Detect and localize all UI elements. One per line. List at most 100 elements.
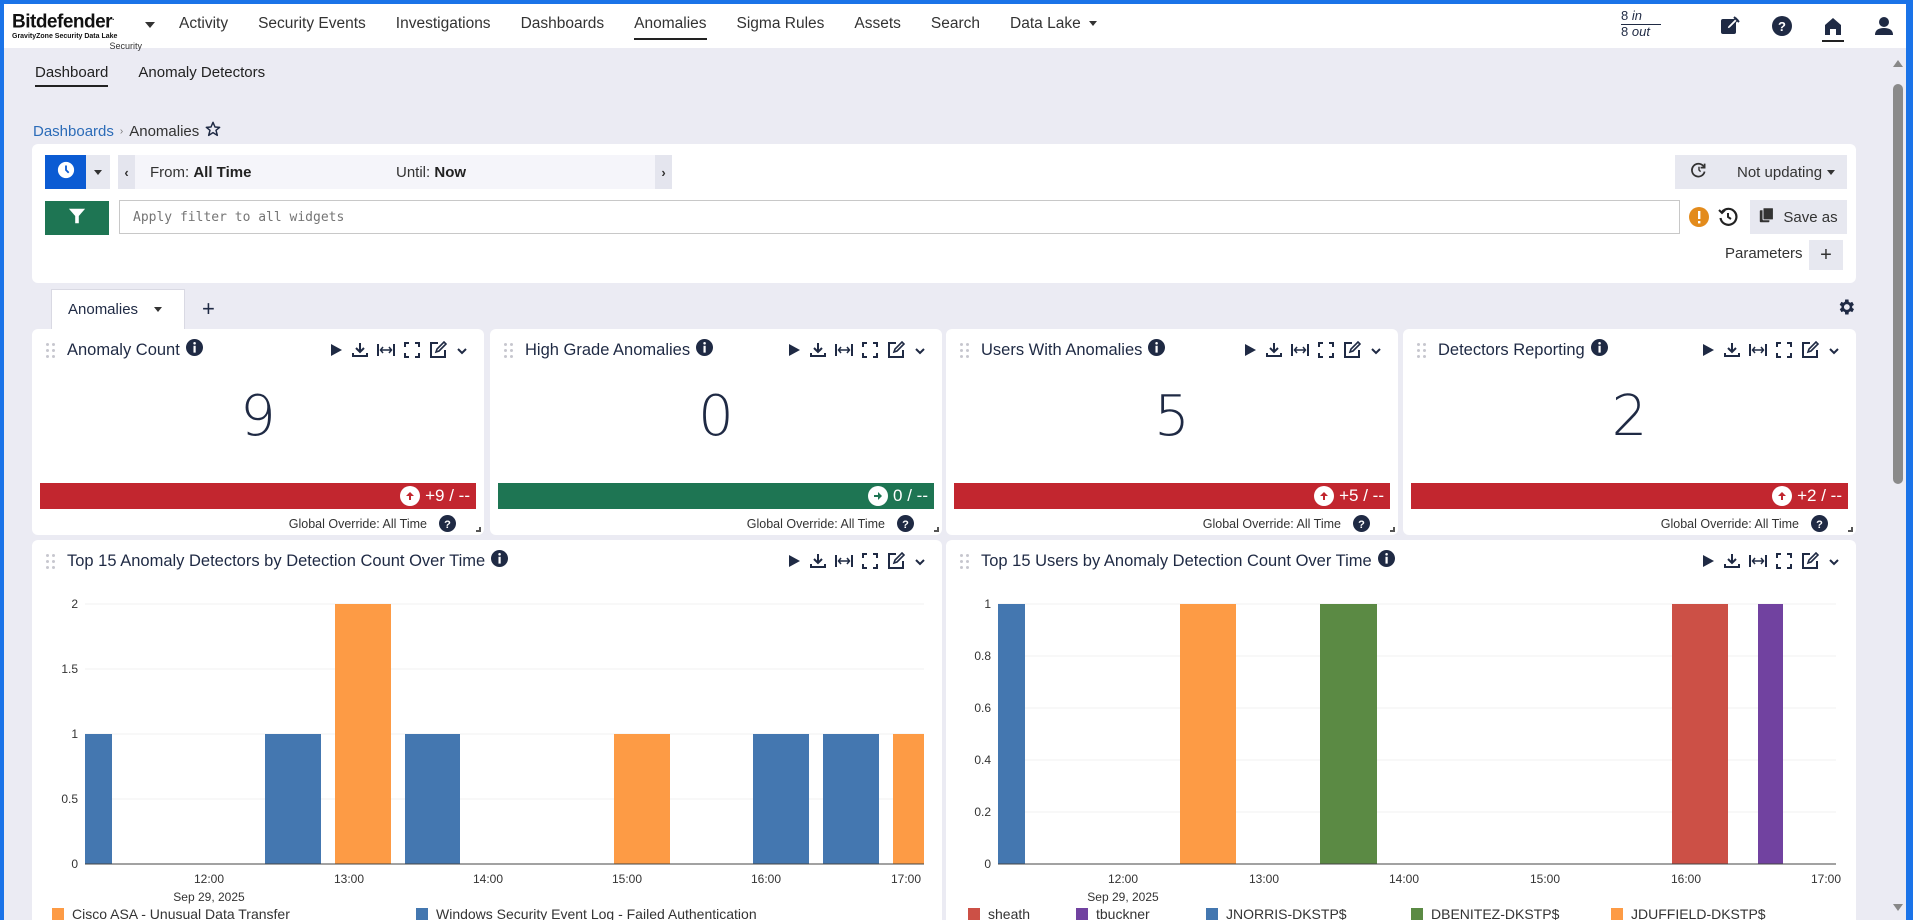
time-forward-button[interactable]: › bbox=[655, 155, 672, 189]
help-icon[interactable]: ? bbox=[1811, 515, 1828, 532]
drag-handle-icon[interactable] bbox=[504, 342, 513, 358]
nav-assets[interactable]: Assets bbox=[854, 4, 901, 48]
scroll-down-arrow-icon[interactable] bbox=[1893, 904, 1903, 911]
fullscreen-icon[interactable] bbox=[1776, 342, 1792, 363]
fullscreen-icon[interactable] bbox=[404, 342, 420, 363]
legend-item[interactable]: JNORRIS-DKSTP$ bbox=[1206, 906, 1411, 920]
resize-handle[interactable] bbox=[1848, 527, 1853, 532]
chevron-down-icon[interactable] bbox=[914, 344, 926, 362]
nav-search[interactable]: Search bbox=[931, 4, 980, 48]
fullscreen-icon[interactable] bbox=[862, 553, 878, 574]
edit-icon[interactable] bbox=[1801, 551, 1820, 575]
nav-anomalies[interactable]: Anomalies bbox=[634, 4, 707, 48]
resize-handle[interactable] bbox=[1390, 527, 1395, 532]
nav-data-lake[interactable]: Data Lake bbox=[1010, 4, 1097, 48]
play-icon[interactable] bbox=[1243, 343, 1257, 362]
download-icon[interactable] bbox=[810, 553, 826, 574]
fit-width-icon[interactable] bbox=[1749, 554, 1767, 573]
legend-item[interactable]: Cisco ASA - Unusual Data Transfer bbox=[52, 906, 416, 920]
drag-handle-icon[interactable] bbox=[960, 553, 969, 569]
brand-menu-caret-icon[interactable] bbox=[145, 22, 155, 28]
add-parameter-button[interactable]: + bbox=[1809, 240, 1843, 270]
info-icon[interactable] bbox=[185, 339, 203, 361]
play-icon[interactable] bbox=[1701, 554, 1715, 573]
play-icon[interactable] bbox=[329, 343, 343, 362]
users-bar-chart[interactable]: 0 0.2 0.4 0.6 0.8 1 12:00 Sep 29, 2025 1… bbox=[946, 540, 1856, 920]
chevron-down-icon[interactable] bbox=[1828, 555, 1840, 573]
play-icon[interactable] bbox=[1701, 343, 1715, 362]
scroll-thumb[interactable] bbox=[1893, 84, 1903, 484]
play-icon[interactable] bbox=[787, 554, 801, 573]
caret-down-icon[interactable] bbox=[154, 307, 163, 312]
legend-item[interactable]: tbuckner bbox=[1076, 906, 1206, 920]
chevron-down-icon[interactable] bbox=[456, 344, 468, 362]
drag-handle-icon[interactable] bbox=[46, 553, 55, 569]
nav-security-events[interactable]: Security Events bbox=[258, 4, 366, 48]
edit-icon[interactable] bbox=[1801, 340, 1820, 364]
tab-anomaly-detectors[interactable]: Anomaly Detectors bbox=[138, 64, 266, 81]
download-icon[interactable] bbox=[810, 342, 826, 363]
fullscreen-icon[interactable] bbox=[1776, 553, 1792, 574]
add-tab-button[interactable]: + bbox=[202, 296, 215, 321]
resize-handle[interactable] bbox=[476, 527, 481, 532]
legend-item[interactable]: JDUFFIELD-DKSTP$ bbox=[1611, 906, 1766, 920]
resize-handle[interactable] bbox=[934, 527, 939, 532]
info-icon[interactable] bbox=[1590, 339, 1608, 361]
legend-item[interactable]: sheath bbox=[968, 906, 1076, 920]
nav-activity[interactable]: Activity bbox=[179, 4, 228, 48]
dashboard-tab-anomalies[interactable]: Anomalies bbox=[51, 289, 185, 329]
bars[interactable] bbox=[85, 604, 924, 864]
ingest-counter[interactable]: 8 in 8 out bbox=[1621, 9, 1661, 39]
fit-width-icon[interactable] bbox=[835, 343, 853, 362]
save-as-button[interactable]: Save as bbox=[1750, 200, 1847, 234]
filter-input[interactable] bbox=[119, 200, 1680, 234]
filter-button[interactable] bbox=[45, 201, 109, 235]
scroll-up-arrow-icon[interactable] bbox=[1893, 60, 1903, 67]
download-icon[interactable] bbox=[1266, 342, 1282, 363]
fit-width-icon[interactable] bbox=[1749, 343, 1767, 362]
brand-logo[interactable]: Bitdefender. GravityZone Security Data L… bbox=[12, 11, 142, 52]
drag-handle-icon[interactable] bbox=[46, 342, 55, 358]
nav-dashboards[interactable]: Dashboards bbox=[521, 4, 605, 48]
help-icon[interactable]: ? bbox=[439, 515, 456, 532]
help-icon[interactable]: ? bbox=[897, 515, 914, 532]
info-icon[interactable] bbox=[1148, 339, 1166, 361]
chevron-down-icon[interactable] bbox=[1828, 344, 1840, 362]
legend-item[interactable]: Windows Security Event Log - Failed Auth… bbox=[416, 906, 757, 920]
history-icon[interactable] bbox=[1718, 207, 1738, 232]
download-icon[interactable] bbox=[352, 342, 368, 363]
nav-sigma-rules[interactable]: Sigma Rules bbox=[737, 4, 825, 48]
warning-icon[interactable] bbox=[1689, 207, 1709, 232]
info-icon[interactable] bbox=[491, 550, 509, 572]
play-icon[interactable] bbox=[787, 343, 801, 362]
edit-icon[interactable] bbox=[429, 340, 448, 364]
bars[interactable] bbox=[998, 604, 1783, 864]
edit-icon[interactable] bbox=[1718, 14, 1742, 38]
info-icon[interactable] bbox=[696, 339, 714, 361]
star-icon[interactable] bbox=[205, 121, 221, 141]
help-icon[interactable]: ? bbox=[1353, 515, 1370, 532]
time-picker-button[interactable] bbox=[45, 155, 86, 189]
detectors-bar-chart[interactable]: 0 0.5 1 1.5 2 12:00 Sep 29, 2025 13:0 bbox=[32, 540, 942, 920]
edit-icon[interactable] bbox=[887, 551, 906, 575]
time-range[interactable]: ‹ From: All Time Until: Now › bbox=[118, 155, 672, 189]
chevron-down-icon[interactable] bbox=[914, 555, 926, 573]
download-icon[interactable] bbox=[1724, 553, 1740, 574]
fit-width-icon[interactable] bbox=[1291, 343, 1309, 362]
fit-width-icon[interactable] bbox=[377, 343, 395, 362]
fullscreen-icon[interactable] bbox=[1318, 342, 1334, 363]
time-back-button[interactable]: ‹ bbox=[118, 155, 135, 189]
time-from[interactable]: From: All Time bbox=[150, 164, 251, 181]
time-picker-dropdown[interactable] bbox=[86, 155, 110, 189]
refresh-dropdown[interactable]: Not updating bbox=[1675, 155, 1847, 189]
page-scrollbar[interactable] bbox=[1890, 48, 1906, 920]
help-icon[interactable]: ? bbox=[1770, 14, 1794, 38]
user-icon[interactable] bbox=[1872, 14, 1896, 38]
fit-width-icon[interactable] bbox=[835, 554, 853, 573]
nav-investigations[interactable]: Investigations bbox=[396, 4, 491, 48]
edit-icon[interactable] bbox=[1343, 340, 1362, 364]
download-icon[interactable] bbox=[1724, 342, 1740, 363]
legend-item[interactable]: DBENITEZ-DKSTP$ bbox=[1411, 906, 1611, 920]
chevron-down-icon[interactable] bbox=[1370, 344, 1382, 362]
breadcrumb-dashboards-link[interactable]: Dashboards bbox=[33, 122, 114, 140]
